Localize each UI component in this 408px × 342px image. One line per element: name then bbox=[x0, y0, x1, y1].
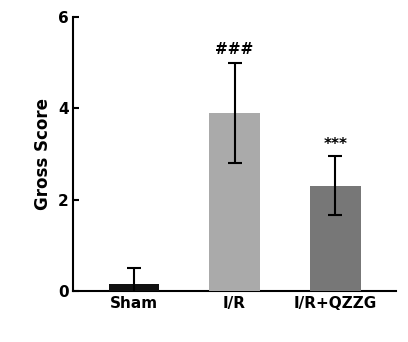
Bar bbox=[109, 284, 159, 291]
Bar bbox=[209, 113, 260, 291]
Text: ***: *** bbox=[323, 136, 347, 152]
Bar bbox=[310, 186, 361, 291]
Text: ###: ### bbox=[215, 42, 254, 57]
Y-axis label: Gross Score: Gross Score bbox=[34, 98, 52, 210]
